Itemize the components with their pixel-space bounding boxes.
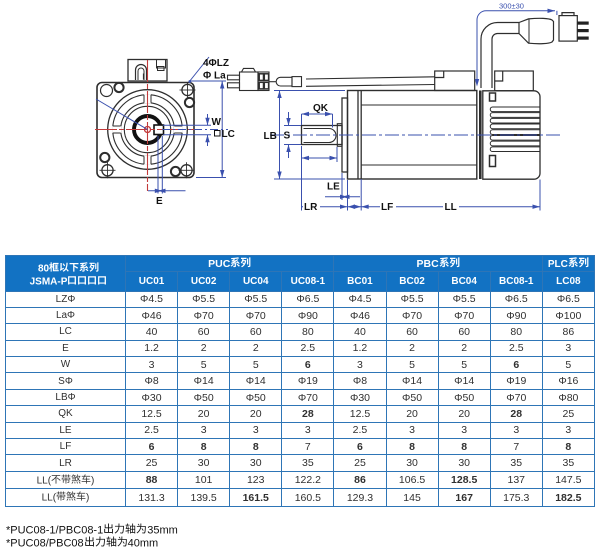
svg-text:LC: LC bbox=[222, 129, 235, 140]
svg-text:LF: LF bbox=[381, 202, 393, 213]
svg-text:LR: LR bbox=[304, 202, 318, 213]
svg-text:LL: LL bbox=[445, 202, 457, 213]
svg-text:300±30: 300±30 bbox=[499, 2, 524, 11]
svg-text:QK: QK bbox=[313, 103, 329, 114]
svg-text:LB: LB bbox=[264, 131, 277, 142]
svg-text:Φ La: Φ La bbox=[203, 71, 226, 82]
svg-text:LE: LE bbox=[327, 182, 340, 193]
svg-text:W: W bbox=[212, 117, 222, 128]
svg-text:S: S bbox=[284, 131, 291, 142]
svg-text:E: E bbox=[156, 196, 163, 207]
svg-text:4ΦLZ: 4ΦLZ bbox=[203, 58, 229, 69]
